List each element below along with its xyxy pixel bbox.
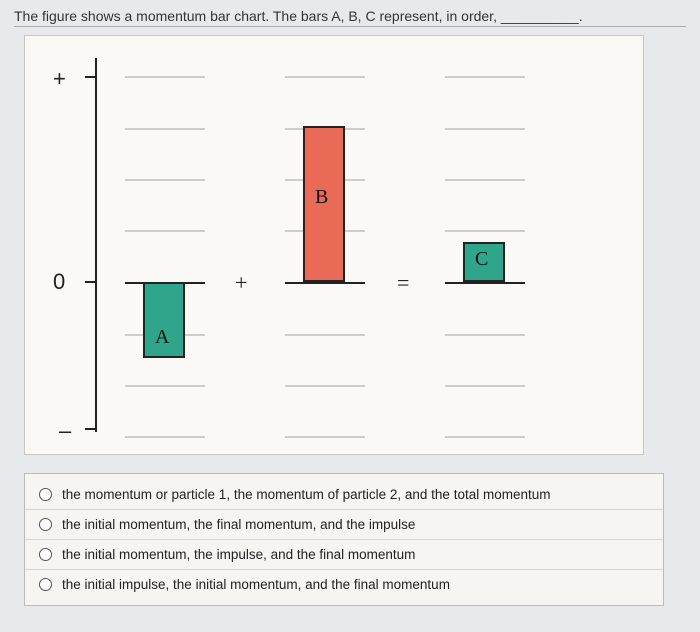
grid-group-1 [125,36,205,454]
option-label: the initial momentum, the impulse, and t… [62,547,415,562]
axis-label-zero: 0 [53,269,65,295]
option-1[interactable]: the momentum or particle 1, the momentum… [25,480,663,510]
baseline-2 [285,282,365,284]
option-label: the momentum or particle 1, the momentum… [62,487,550,502]
option-label: the initial impulse, the initial momentu… [62,577,450,592]
y-axis [95,58,97,432]
momentum-bar-chart: + 0 – + = A B C [24,35,644,455]
axis-label-minus: – [59,418,71,444]
option-4[interactable]: the initial impulse, the initial momentu… [25,570,663,599]
option-2[interactable]: the initial momentum, the final momentum… [25,510,663,540]
option-3[interactable]: the initial momentum, the impulse, and t… [25,540,663,570]
bar-label-a: A [155,326,169,349]
radio-icon [39,578,52,591]
tick-plus [85,76,95,78]
bar-label-c: C [475,248,488,271]
operator-equals: = [397,270,409,296]
question-text: The figure shows a momentum bar chart. T… [14,8,686,27]
tick-minus [85,428,95,430]
answer-options: the momentum or particle 1, the momentum… [24,473,664,606]
operator-plus: + [235,270,247,296]
radio-icon [39,488,52,501]
baseline-3 [445,282,525,284]
bar-label-b: B [315,186,328,209]
radio-icon [39,548,52,561]
option-label: the initial momentum, the final momentum… [62,517,415,532]
radio-icon [39,518,52,531]
axis-label-plus: + [53,66,66,92]
tick-zero [85,281,95,283]
